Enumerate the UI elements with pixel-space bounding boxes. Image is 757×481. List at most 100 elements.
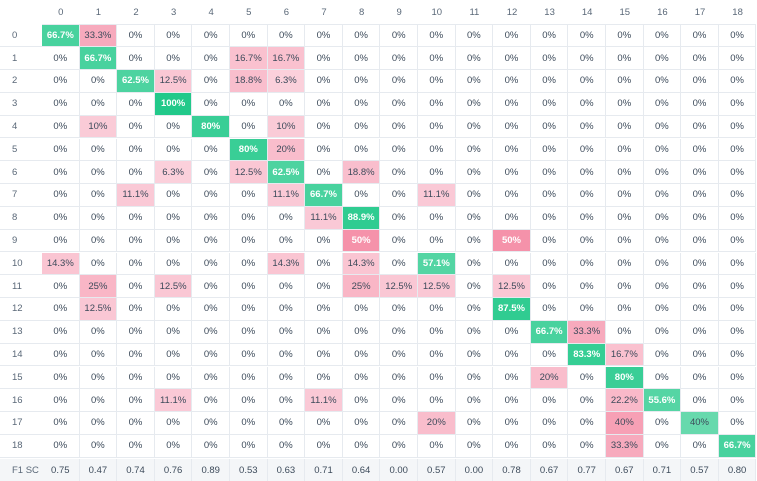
matrix-cell: 66.7% bbox=[42, 24, 80, 48]
matrix-cell: 0% bbox=[154, 184, 193, 207]
matrix-cell: 0% bbox=[192, 138, 230, 162]
column-header: 1 bbox=[79, 2, 118, 25]
matrix-cell: 0% bbox=[493, 320, 531, 344]
matrix-cell: 0% bbox=[230, 92, 268, 116]
f1-score-cell: 0.76 bbox=[154, 458, 193, 481]
matrix-cell: 0% bbox=[718, 161, 757, 185]
matrix-cell: 66.7% bbox=[305, 184, 343, 207]
matrix-cell: 0% bbox=[342, 70, 381, 93]
matrix-cell: 0% bbox=[455, 320, 494, 344]
row-header: 16 bbox=[0, 389, 42, 413]
matrix-cell: 18.8% bbox=[230, 70, 268, 93]
f1-score-label: F1 SC bbox=[0, 458, 42, 481]
matrix-cell: 0% bbox=[606, 161, 644, 185]
matrix-cell: 0% bbox=[681, 138, 719, 162]
row-header: 3 bbox=[0, 93, 42, 116]
matrix-cell: 0% bbox=[305, 92, 343, 116]
matrix-cell: 14.3% bbox=[267, 252, 306, 276]
matrix-cell: 0% bbox=[154, 366, 193, 390]
row-header: 7 bbox=[0, 184, 42, 207]
column-header: 13 bbox=[530, 2, 569, 25]
matrix-cell: 0% bbox=[681, 184, 719, 207]
row-header: 14 bbox=[0, 344, 42, 367]
matrix-cell: 0% bbox=[718, 184, 757, 207]
column-header: 17 bbox=[681, 2, 719, 25]
matrix-cell: 100% bbox=[154, 92, 193, 116]
matrix-cell: 0% bbox=[493, 184, 531, 207]
matrix-cell: 0% bbox=[718, 229, 757, 253]
matrix-cell: 0% bbox=[342, 412, 381, 435]
matrix-cell: 0% bbox=[267, 24, 306, 48]
matrix-cell: 0% bbox=[643, 434, 682, 458]
matrix-cell: 0% bbox=[305, 115, 343, 139]
matrix-cell: 0% bbox=[42, 298, 80, 321]
matrix-cell: 0% bbox=[267, 275, 306, 299]
matrix-cell: 0% bbox=[117, 138, 155, 162]
matrix-cell: 0% bbox=[418, 138, 456, 162]
column-header: 11 bbox=[455, 2, 494, 25]
row-header: 18 bbox=[0, 435, 42, 458]
matrix-cell: 0% bbox=[681, 389, 719, 413]
matrix-cell: 0% bbox=[530, 47, 569, 71]
matrix-cell: 0% bbox=[681, 275, 719, 299]
matrix-cell: 16.7% bbox=[606, 343, 644, 367]
matrix-cell: 0% bbox=[418, 389, 456, 413]
matrix-cell: 0% bbox=[342, 343, 381, 367]
matrix-cell: 0% bbox=[418, 161, 456, 185]
matrix-cell: 0% bbox=[718, 92, 757, 116]
matrix-cell: 66.7% bbox=[530, 320, 569, 344]
matrix-cell: 25% bbox=[79, 275, 118, 299]
matrix-cell: 0% bbox=[380, 47, 418, 71]
matrix-cell: 0% bbox=[718, 343, 757, 367]
matrix-cell: 0% bbox=[418, 343, 456, 367]
matrix-cell: 0% bbox=[455, 434, 494, 458]
matrix-cell: 0% bbox=[79, 343, 118, 367]
matrix-cell: 12.5% bbox=[493, 275, 531, 299]
matrix-cell: 0% bbox=[681, 434, 719, 458]
matrix-cell: 6.3% bbox=[154, 161, 193, 185]
matrix-cell: 0% bbox=[718, 389, 757, 413]
matrix-cell: 0% bbox=[418, 434, 456, 458]
matrix-cell: 0% bbox=[455, 229, 494, 253]
matrix-cell: 0% bbox=[305, 47, 343, 71]
matrix-cell: 0% bbox=[230, 320, 268, 344]
matrix-cell: 0% bbox=[418, 92, 456, 116]
matrix-cell: 0% bbox=[718, 412, 757, 435]
matrix-cell: 0% bbox=[305, 70, 343, 93]
matrix-cell: 0% bbox=[154, 343, 193, 367]
matrix-cell: 12.5% bbox=[79, 298, 118, 321]
matrix-cell: 20% bbox=[530, 366, 569, 390]
matrix-cell: 0% bbox=[192, 184, 230, 207]
matrix-cell: 0% bbox=[568, 412, 606, 435]
matrix-cell: 0% bbox=[42, 70, 80, 93]
matrix-cell: 0% bbox=[493, 389, 531, 413]
matrix-cell: 0% bbox=[455, 47, 494, 71]
matrix-cell: 0% bbox=[79, 434, 118, 458]
matrix-cell: 0% bbox=[493, 70, 531, 93]
matrix-cell: 0% bbox=[79, 184, 118, 207]
matrix-cell: 0% bbox=[606, 320, 644, 344]
matrix-cell: 0% bbox=[455, 206, 494, 230]
matrix-cell: 0% bbox=[493, 252, 531, 276]
matrix-cell: 0% bbox=[568, 366, 606, 390]
matrix-cell: 0% bbox=[192, 343, 230, 367]
matrix-cell: 0% bbox=[455, 24, 494, 48]
matrix-cell: 0% bbox=[455, 115, 494, 139]
matrix-cell: 0% bbox=[117, 389, 155, 413]
matrix-cell: 0% bbox=[230, 366, 268, 390]
matrix-cell: 0% bbox=[380, 343, 418, 367]
matrix-cell: 0% bbox=[117, 24, 155, 48]
matrix-cell: 0% bbox=[643, 138, 682, 162]
f1-score-cell: 0.63 bbox=[267, 458, 306, 481]
matrix-cell: 0% bbox=[267, 92, 306, 116]
matrix-cell: 0% bbox=[42, 138, 80, 162]
matrix-cell: 0% bbox=[380, 115, 418, 139]
row-header: 13 bbox=[0, 321, 42, 344]
matrix-cell: 0% bbox=[79, 320, 118, 344]
matrix-cell: 0% bbox=[718, 138, 757, 162]
matrix-cell: 0% bbox=[154, 320, 193, 344]
row-header: 0 bbox=[0, 25, 42, 48]
matrix-cell: 0% bbox=[192, 206, 230, 230]
matrix-cell: 12.5% bbox=[380, 275, 418, 299]
